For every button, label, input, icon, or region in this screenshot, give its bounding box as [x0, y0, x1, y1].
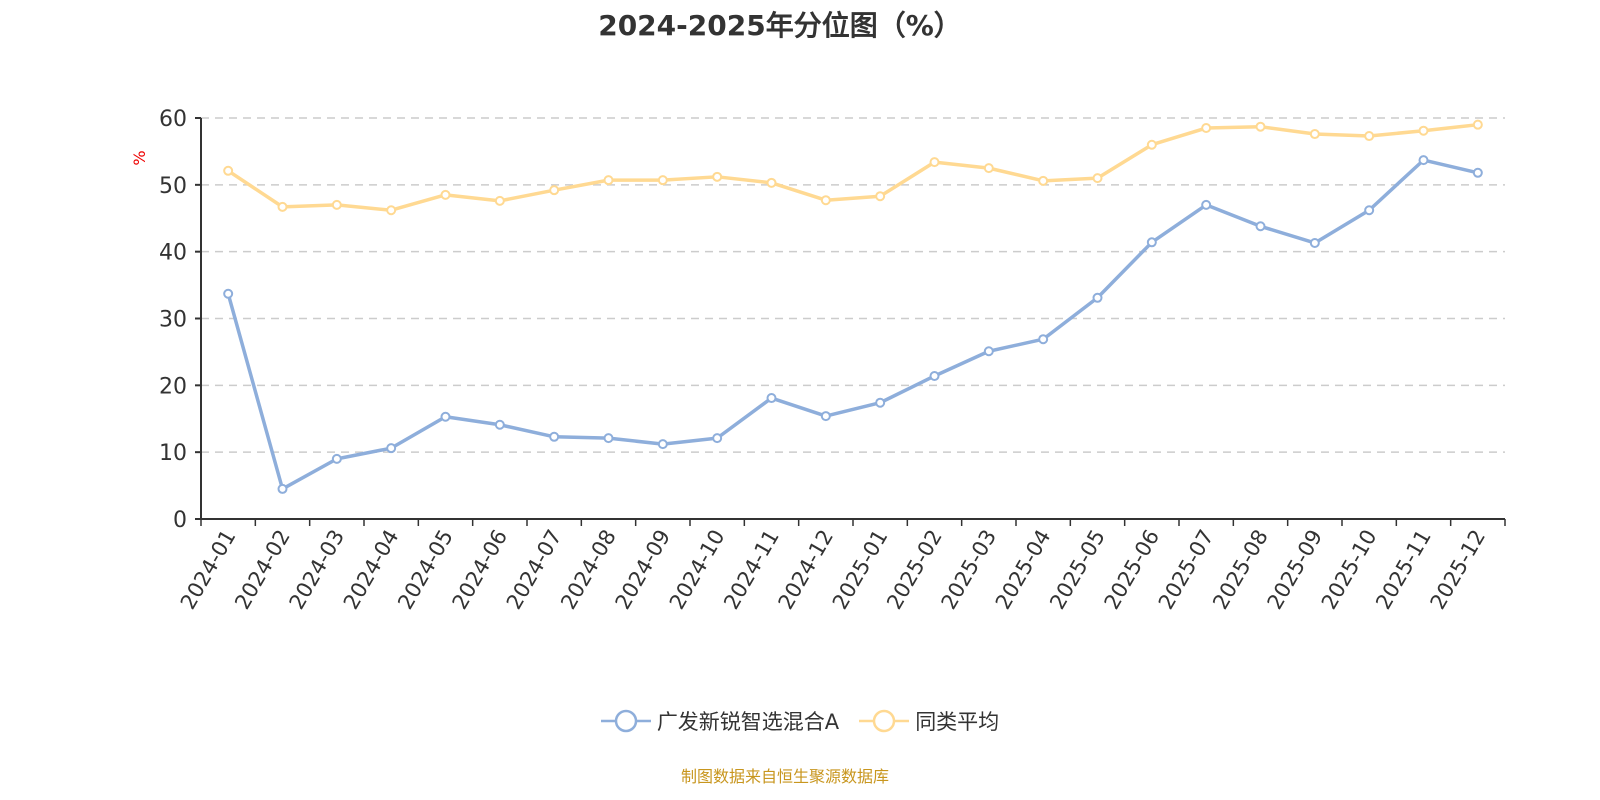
series-line	[226, 158, 1479, 491]
data-point	[386, 205, 397, 216]
data-point	[1038, 175, 1049, 186]
data-point	[440, 411, 451, 422]
chart-title: 2024-2025年分位图（%）	[598, 9, 962, 42]
data-point	[494, 419, 505, 430]
data-point	[549, 185, 560, 196]
series-1	[223, 119, 1483, 216]
data-point	[1038, 334, 1049, 345]
series-0	[223, 155, 1483, 494]
data-point	[875, 397, 886, 408]
y-tick-label: 0	[173, 508, 187, 533]
data-point	[875, 191, 886, 202]
legend: 广发新锐智选混合A 同类平均	[0, 706, 1600, 736]
data-point	[1309, 129, 1320, 140]
data-point	[712, 171, 723, 182]
data-point	[603, 175, 614, 186]
data-point	[223, 165, 234, 176]
data-point	[331, 199, 342, 210]
source-note: 制图数据来自恒生聚源数据库	[680, 767, 889, 786]
data-point	[1309, 237, 1320, 248]
y-tick-label: 60	[159, 107, 187, 132]
data-point	[1092, 173, 1103, 184]
x-tick-label: 2025-12	[1426, 526, 1491, 614]
data-point	[277, 483, 288, 494]
data-point	[1255, 221, 1266, 232]
data-point	[1201, 123, 1212, 134]
data-point	[820, 411, 831, 422]
data-point	[1364, 131, 1375, 142]
y-tick-label: 10	[159, 441, 187, 466]
data-point	[766, 177, 777, 188]
data-point	[1201, 199, 1212, 210]
data-point	[1255, 121, 1266, 132]
data-point	[983, 163, 994, 174]
legend-label: 同类平均	[915, 710, 1000, 734]
data-point	[712, 433, 723, 444]
data-point	[494, 195, 505, 206]
data-point	[1472, 119, 1483, 130]
data-point	[1472, 167, 1483, 178]
data-point	[929, 157, 940, 168]
y-tick-label: 30	[159, 308, 187, 333]
data-point	[1364, 205, 1375, 216]
y-tick-label: 40	[159, 241, 187, 266]
data-point	[820, 195, 831, 206]
data-point	[1418, 155, 1429, 166]
legend-item[interactable]: 同类平均	[859, 706, 999, 736]
y-axis-label: %	[130, 150, 149, 165]
legend-marker-icon	[600, 709, 651, 733]
data-point	[386, 443, 397, 454]
legend-marker-icon	[859, 709, 910, 733]
data-point	[549, 431, 560, 442]
data-point	[1146, 139, 1157, 150]
data-point	[1146, 237, 1157, 248]
data-point	[440, 189, 451, 200]
data-point	[983, 346, 994, 357]
y-tick-label: 20	[159, 374, 187, 399]
data-point	[657, 439, 668, 450]
series-line	[227, 122, 1479, 212]
legend-item[interactable]: 广发新锐智选混合A	[600, 706, 840, 736]
legend-label: 广发新锐智选混合A	[656, 710, 840, 734]
line-chart: 0102030405060%2024-012024-022024-032024-…	[130, 107, 1506, 614]
data-point	[766, 393, 777, 404]
data-point	[929, 370, 940, 381]
data-point	[1092, 292, 1103, 303]
data-point	[1418, 125, 1429, 136]
data-point	[603, 433, 614, 444]
data-point	[657, 175, 668, 186]
y-tick-label: 50	[159, 174, 187, 199]
data-point	[331, 453, 342, 464]
data-point	[223, 288, 234, 299]
data-point	[277, 201, 288, 212]
